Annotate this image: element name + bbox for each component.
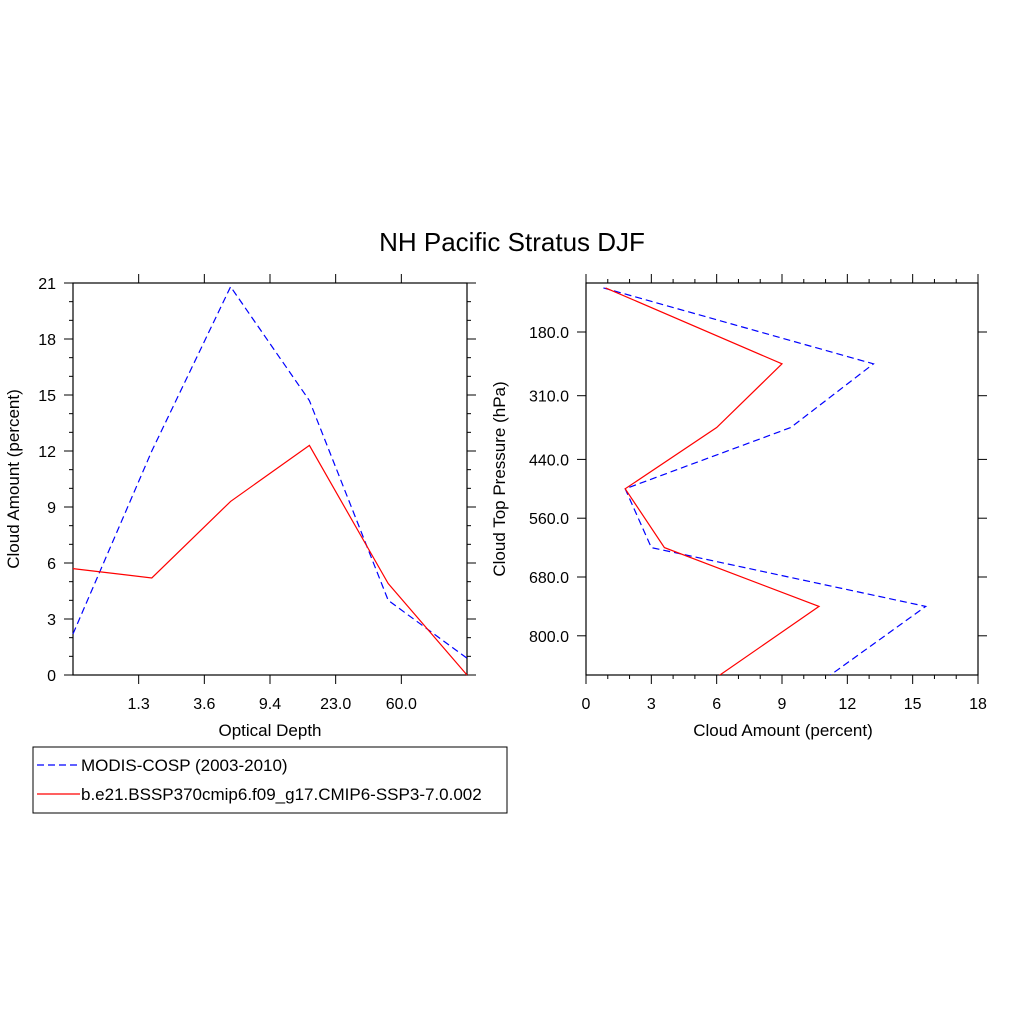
right-x-tick-label: 12	[838, 696, 856, 713]
left-x-tick-label: 3.6	[193, 696, 215, 713]
left-y-tick-label: 3	[47, 612, 56, 629]
left-y-tick-label: 9	[47, 500, 56, 517]
right-series-line-1	[605, 287, 821, 675]
legend: MODIS-COSP (2003-2010) b.e21.BSSP370cmip…	[32, 746, 508, 814]
right-x-tick-label: 3	[647, 696, 656, 713]
right-y-tick-label: 440.0	[529, 452, 569, 469]
left-x-tick-label: 9.4	[259, 696, 281, 713]
right-x-tick-label: 0	[582, 696, 591, 713]
left-y-tick-label: 18	[38, 332, 56, 349]
figure-title: NH Pacific Stratus DJF	[379, 227, 645, 257]
left-y-tick-label: 15	[38, 388, 56, 405]
legend-label-modis: MODIS-COSP (2003-2010)	[81, 756, 288, 775]
right-y-tick-label: 180.0	[529, 325, 569, 342]
right-x-tick-label: 9	[778, 696, 787, 713]
left-series-line-0	[72, 285, 468, 659]
right-y-tick-label: 560.0	[529, 511, 569, 528]
left-x-tick-label: 60.0	[386, 696, 417, 713]
right-chart-panel: 0 3 6 9 12 15 18 180.0 310.0 440.0 560.0 680.0 800.0…	[490, 274, 987, 740]
right-series-line-0	[603, 287, 928, 675]
right-x-tick-label: 6	[712, 696, 721, 713]
left-y-axis-label: Cloud Amount (percent)	[4, 389, 23, 569]
left-y-tick-label: 21	[38, 276, 56, 293]
right-y-axis-label: Cloud Top Pressure (hPa)	[490, 381, 509, 576]
left-x-axis-label: Optical Depth	[219, 721, 322, 740]
right-y-tick-label: 680.0	[529, 570, 569, 587]
legend-box	[32, 746, 508, 814]
right-y-tick-label: 310.0	[529, 389, 569, 406]
left-y-tick-label: 0	[47, 668, 56, 685]
left-x-tick-label: 23.0	[320, 696, 351, 713]
right-x-tick-label: 15	[904, 696, 922, 713]
right-x-tick-label: 18	[969, 696, 987, 713]
right-x-axis-label: Cloud Amount (percent)	[693, 721, 873, 740]
left-series-line-1	[72, 444, 468, 676]
legend-label-model: b.e21.BSSP370cmip6.f09_g17.CMIP6-SSP3-7.…	[81, 785, 482, 804]
left-y-tick-label: 6	[47, 556, 56, 573]
right-y-tick-label: 800.0	[529, 629, 569, 646]
left-x-tick-label: 1.3	[128, 696, 150, 713]
right-plot-frame	[585, 282, 979, 676]
left-y-tick-label: 12	[38, 444, 56, 461]
left-chart-panel: 0 3 6 9 12 15 18 21 1.3 3.6 9.4 23.0 60.0 Optical Dep…	[4, 274, 476, 740]
left-plot-frame	[72, 282, 468, 676]
